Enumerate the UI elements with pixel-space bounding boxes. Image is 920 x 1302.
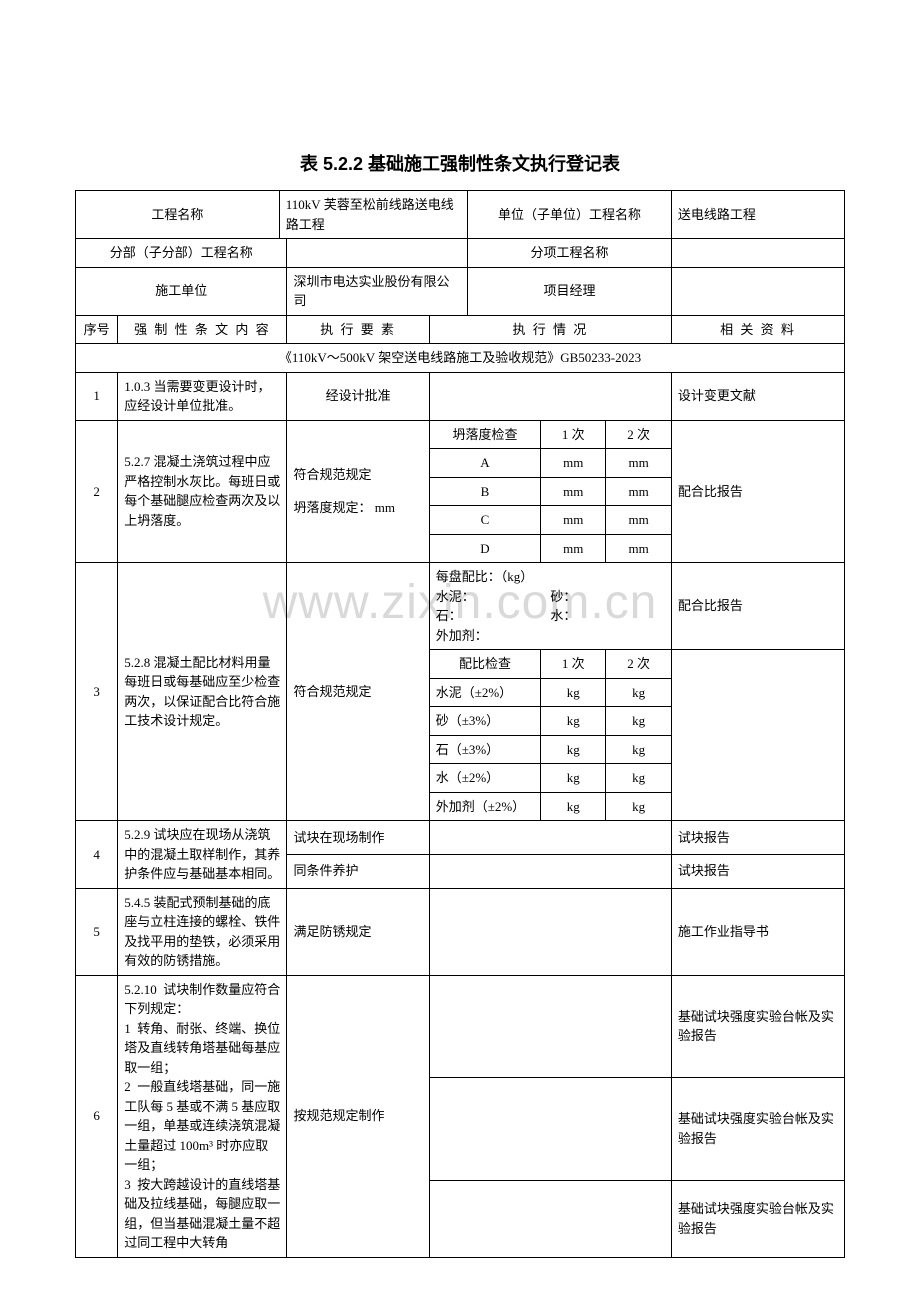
r5-no: 5 — [76, 888, 118, 975]
r3-no: 3 — [76, 563, 118, 821]
r2-h2: 1 次 — [541, 421, 606, 449]
manager-value — [671, 267, 844, 315]
r5-related: 施工作业指导书 — [671, 888, 844, 975]
r5-content: 5.4.5 装配式预制基础的底座与立柱连接的螺栓、铁件及找平用的垫铁，必须采用有… — [118, 888, 287, 975]
r2-b: B — [430, 477, 541, 506]
col-element: 执 行 要 素 — [287, 315, 429, 344]
r6-status2 — [429, 1078, 671, 1181]
r6-content: 5.2.10 试块制作数量应符合下列规定： 1 转角、耐张、终端、换位塔及直线转… — [118, 975, 287, 1257]
r4-status2 — [429, 854, 671, 888]
r3-content: 5.2.8 混凝土配比材料用量每班日或每基础应至少检查两次，以保证配合比符合施工… — [118, 563, 287, 821]
r6-status1 — [429, 975, 671, 1078]
r2-d: D — [430, 534, 541, 562]
r5-status — [429, 888, 671, 975]
col-no: 序号 — [76, 315, 118, 344]
r5-element: 满足防锈规定 — [287, 888, 429, 975]
r3-related1: 配合比报告 — [671, 563, 844, 650]
subdivision-value — [287, 239, 468, 268]
r3-related2 — [671, 650, 844, 821]
r1-element: 经设计批准 — [287, 372, 429, 420]
r2-c: C — [430, 506, 541, 535]
builder-label: 施工单位 — [76, 267, 287, 315]
manager-label: 项目经理 — [468, 267, 672, 315]
r1-content: 1.0.3 当需要变更设计时，应经设计单位批准。 — [118, 372, 287, 420]
r6-no: 6 — [76, 975, 118, 1257]
r1-no: 1 — [76, 372, 118, 420]
r6-element: 按规范规定制作 — [287, 975, 429, 1257]
unit-value: 送电线路工程 — [671, 191, 844, 239]
r2-no: 2 — [76, 420, 118, 563]
r3-status1: 每盘配比：（kg） 水泥：砂： 石：水： 外加剂： — [429, 563, 671, 650]
subdivision-label: 分部（子分部）工程名称 — [76, 239, 287, 268]
main-table: 工程名称 110kV 芙蓉至松前线路送电线路工程 单位（子单位）工程名称 送电线… — [75, 190, 845, 1258]
unit-label: 单位（子单位）工程名称 — [468, 191, 672, 239]
r4-related1: 试块报告 — [671, 821, 844, 855]
builder-value: 深圳市电达实业股份有限公司 — [287, 267, 468, 315]
col-content: 强 制 性 条 文 内 容 — [118, 315, 287, 344]
r4-element1: 试块在现场制作 — [287, 821, 429, 855]
col-status: 执 行 情 况 — [429, 315, 671, 344]
r2-status: 坍落度检查 1 次 2 次 Ammmm Bmmmm Cmmmm Dmmmm — [429, 420, 671, 563]
col-related: 相 关 资 料 — [671, 315, 844, 344]
r1-related: 设计变更文献 — [671, 372, 844, 420]
r2-element2: 坍落度规定： mm — [293, 498, 422, 518]
r4-element2: 同条件养护 — [287, 854, 429, 888]
r2-h1: 坍落度检查 — [430, 421, 541, 449]
project-name-label: 工程名称 — [76, 191, 280, 239]
r2-element: 符合规范规定 坍落度规定： mm — [287, 420, 429, 563]
r6-related2: 基础试块强度实验台帐及实验报告 — [671, 1078, 844, 1181]
page-title: 表 5.2.2 基础施工强制性条文执行登记表 — [75, 150, 845, 176]
r6-related1: 基础试块强度实验台帐及实验报告 — [671, 975, 844, 1078]
r2-h3: 2 次 — [606, 421, 671, 449]
item-value — [671, 239, 844, 268]
standard-row: 《110kV～500kV 架空送电线路施工及验收规范》GB50233-2023 — [76, 344, 845, 373]
r3-element: 符合规范规定 — [287, 563, 429, 821]
r4-related2: 试块报告 — [671, 854, 844, 888]
r2-related: 配合比报告 — [671, 420, 844, 563]
r4-status1 — [429, 821, 671, 855]
r2-a: A — [430, 449, 541, 478]
r1-status — [429, 372, 671, 420]
item-label: 分项工程名称 — [468, 239, 672, 268]
r2-element1: 符合规范规定 — [293, 465, 422, 485]
r6-status3 — [429, 1180, 671, 1257]
r4-no: 4 — [76, 821, 118, 889]
r6-related3: 基础试块强度实验台帐及实验报告 — [671, 1180, 844, 1257]
project-name-value: 110kV 芙蓉至松前线路送电线路工程 — [279, 191, 467, 239]
r3-status2: 配比检查1 次2 次 水泥（±2%）kgkg 砂（±3%）kgkg 石（±3%）… — [429, 650, 671, 821]
r4-content: 5.2.9 试块应在现场从浇筑中的混凝土取样制作，其养护条件应与基础基本相同。 — [118, 821, 287, 889]
r2-content: 5.2.7 混凝土浇筑过程中应严格控制水灰比。每班日或每个基础腿应检查两次及以上… — [118, 420, 287, 563]
